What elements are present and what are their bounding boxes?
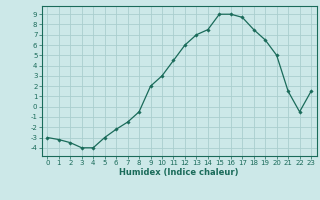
X-axis label: Humidex (Indice chaleur): Humidex (Indice chaleur) (119, 168, 239, 177)
